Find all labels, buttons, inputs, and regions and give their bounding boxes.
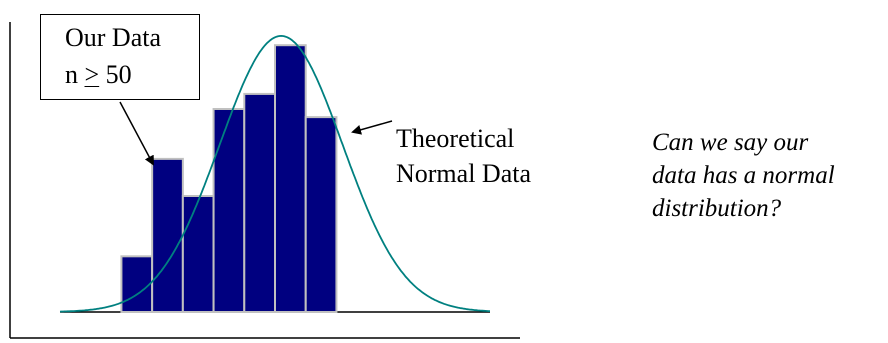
histogram-bars: [120, 44, 338, 314]
histogram-bar: [243, 92, 277, 313]
question-line2: data has a normal: [652, 162, 835, 189]
callout-arrow: [119, 101, 154, 166]
histogram-bar: [274, 44, 307, 313]
n-symbol: n: [65, 60, 78, 89]
histogram-bar: [304, 116, 338, 314]
histogram-bar: [120, 255, 154, 314]
question-line3: distribution?: [652, 195, 782, 222]
sample-threshold: 50: [105, 60, 132, 89]
histogram-bar: [212, 108, 246, 313]
histogram-bar: [181, 195, 215, 313]
ge-symbol: >: [84, 60, 100, 89]
curve-label-arrow: [351, 120, 393, 135]
callout-title: Our Data: [65, 23, 162, 52]
callout-sample-size: n > 50: [65, 60, 132, 90]
normal-curve: [59, 34, 490, 313]
question-line1: Can we say our: [652, 129, 809, 156]
histogram-bar: [151, 157, 184, 313]
data-callout-box: Our Data n > 50: [40, 14, 200, 100]
curve-label: Theoretical Normal Data: [396, 121, 531, 191]
curve-label-line1: Theoretical: [396, 124, 515, 153]
question-text: Can we say our data has a normal distrib…: [652, 126, 835, 225]
curve-label-line2: Normal Data: [396, 159, 532, 188]
